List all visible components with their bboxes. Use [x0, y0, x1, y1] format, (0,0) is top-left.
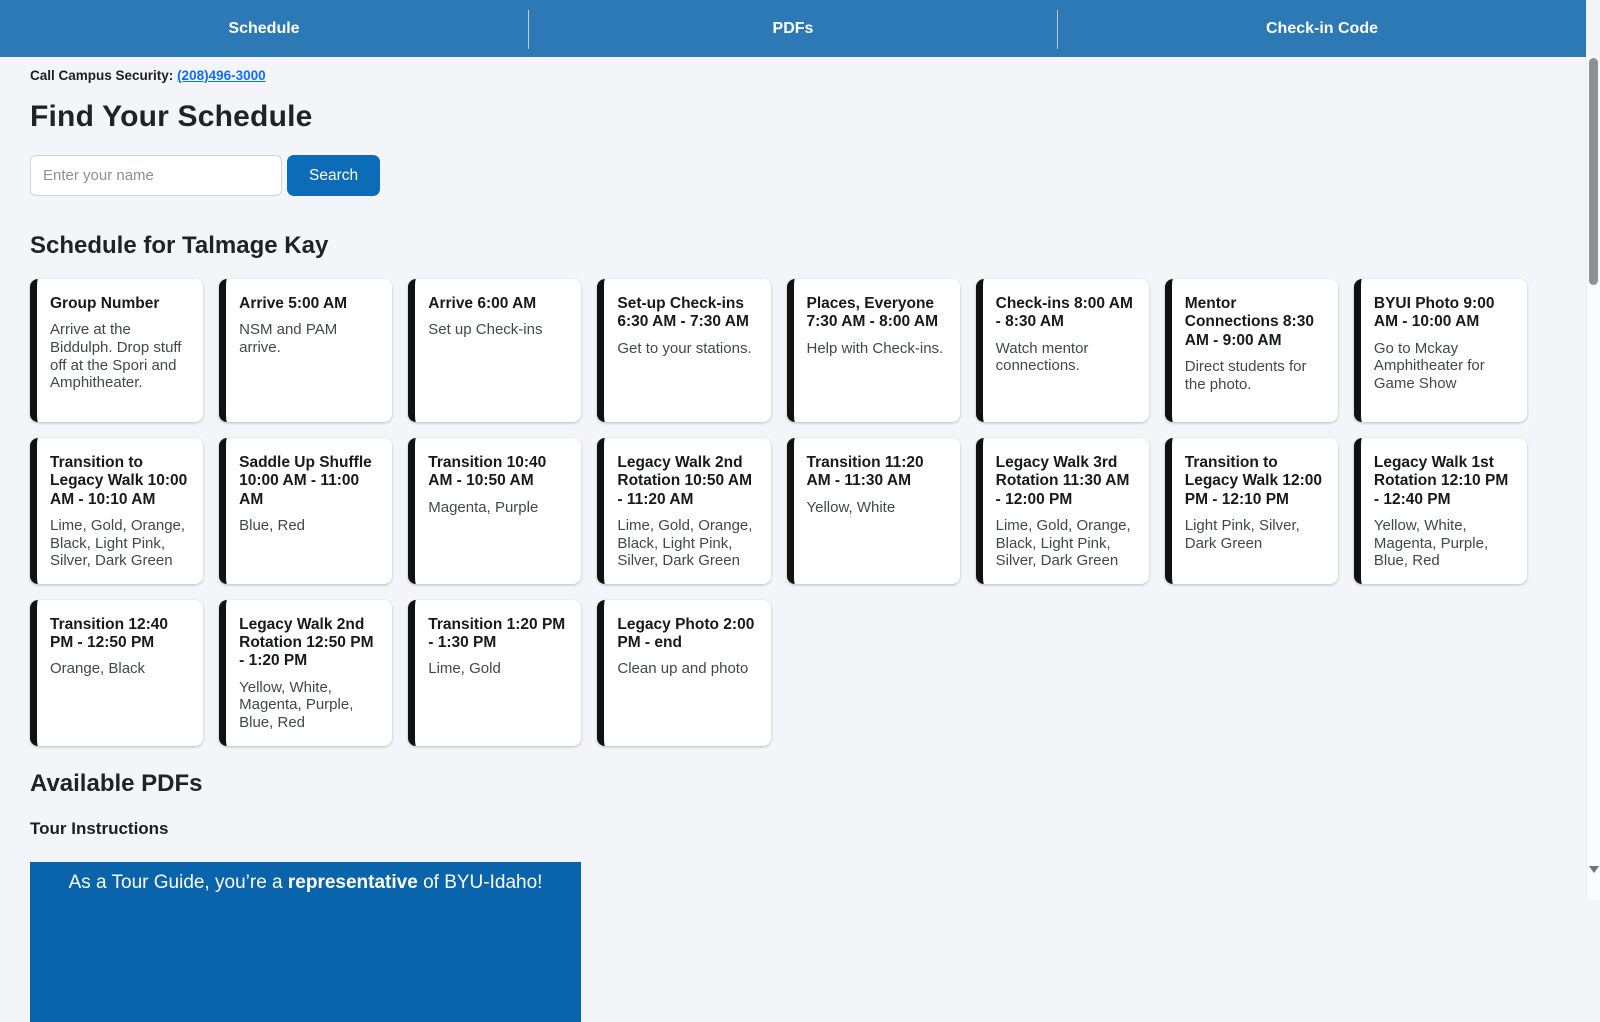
schedule-card-title: Transition 1:20 PM - 1:30 PM — [428, 615, 566, 652]
schedule-card-description: Watch mentor connections. — [995, 339, 1089, 375]
schedule-card-description: Yellow, White, Magenta, Purple, Blue, Re… — [239, 678, 354, 732]
page-title: Find Your Schedule — [30, 100, 313, 133]
schedule-card-title: Transition 12:40 PM - 12:50 PM — [50, 615, 169, 652]
schedule-card: Saddle Up Shuffle 10:00 AM - 11:00 AM Bl… — [219, 438, 393, 584]
schedule-card: Transition 10:40 AM - 10:50 AM Magenta, … — [408, 438, 582, 584]
schedule-card-title: Legacy Walk 1st Rotation 12:10 PM - 12:4… — [1373, 454, 1509, 508]
schedule-card-description: Lime, Gold, Orange, Black, Light Pink, S… — [617, 516, 753, 570]
schedule-card-description: Light Pink, Silver, Dark Green — [1184, 516, 1300, 552]
schedule-card-description: Set up Check-ins — [428, 321, 543, 339]
top-nav: Schedule PDFs Check-in Code — [0, 0, 1586, 57]
search-row: Search — [30, 155, 1570, 196]
schedule-card-description: Clean up and photo — [617, 660, 749, 678]
banner-text-prefix: As a Tour Guide, you’re a — [68, 871, 288, 893]
schedule-card-title: Transition to Legacy Walk 10:00 AM - 10:… — [50, 454, 188, 508]
schedule-card-title: Legacy Photo 2:00 PM - end — [617, 615, 755, 652]
schedule-card: Arrive 5:00 AM NSM and PAM arrive. — [219, 279, 393, 422]
search-input[interactable] — [30, 155, 282, 196]
tab-pdfs[interactable]: PDFs — [772, 19, 814, 37]
schedule-card: Transition 1:20 PM - 1:30 PM Lime, Gold — [408, 599, 582, 746]
schedule-card-title: Saddle Up Shuffle 10:00 AM - 11:00 AM — [239, 454, 372, 508]
campus-security-line: Call Campus Security: (208)496-3000 — [30, 57, 1570, 83]
search-button[interactable]: Search — [287, 155, 381, 196]
schedule-card: Mentor Connections 8:30 AM - 9:00 AM Dir… — [1164, 279, 1338, 422]
banner-text-suffix: of BYU-Idaho! — [417, 871, 543, 893]
schedule-card: Transition 12:40 PM - 12:50 PM Orange, B… — [30, 599, 204, 746]
schedule-card-title: Legacy Walk 2nd Rotation 12:50 PM - 1:20… — [239, 615, 374, 670]
schedule-card-description: Arrive at the Biddulph. Drop stuff off a… — [50, 321, 182, 392]
scrollbar-down-button[interactable] — [1587, 862, 1600, 876]
schedule-card: Legacy Walk 2nd Rotation 12:50 PM - 1:20… — [219, 599, 393, 746]
schedule-card-description: Orange, Black — [50, 660, 146, 678]
schedule-card: Transition to Legacy Walk 10:00 AM - 10:… — [30, 438, 204, 584]
schedule-heading: Schedule for Talmage Kay — [30, 232, 329, 259]
chevron-down-icon — [1589, 865, 1599, 873]
scrollbar-thumb[interactable] — [1589, 58, 1598, 285]
schedule-card-title: Check-ins 8:00 AM - 8:30 AM — [995, 295, 1133, 331]
schedule-card-description: Lime, Gold, Orange, Black, Light Pink, S… — [995, 516, 1131, 570]
tour-instructions-pdf-banner: As a Tour Guide, you’re a representative… — [30, 861, 581, 1022]
schedule-card-title: Arrive 6:00 AM — [428, 295, 537, 312]
schedule-card: Set-up Check-ins 6:30 AM - 7:30 AM Get t… — [597, 279, 771, 422]
tab-check-in-code[interactable]: Check-in Code — [1265, 19, 1378, 37]
schedule-grid: Group Number Arrive at the Biddulph. Dro… — [30, 279, 1527, 746]
schedule-card-title: BYUI Photo 9:00 AM - 10:00 AM — [1373, 295, 1495, 331]
schedule-card: Places, Everyone 7:30 AM - 8:00 AM Help … — [786, 279, 960, 422]
schedule-card: Legacy Walk 2nd Rotation 10:50 AM - 11:2… — [597, 438, 771, 584]
schedule-card-description: Go to Mckay Amphitheater for Game Show — [1373, 339, 1485, 392]
schedule-card: Legacy Walk 3rd Rotation 11:30 AM - 12:0… — [975, 438, 1149, 584]
vertical-scrollbar[interactable] — [1586, 57, 1600, 900]
tour-instructions-heading: Tour Instructions — [30, 818, 169, 838]
schedule-card-title: Group Number — [50, 295, 160, 312]
schedule-card-description: Blue, Red — [239, 516, 305, 534]
schedule-card-title: Legacy Walk 2nd Rotation 10:50 AM - 11:2… — [617, 454, 753, 508]
schedule-card: Check-ins 8:00 AM - 8:30 AM Watch mentor… — [975, 279, 1149, 422]
schedule-card-title: Transition 11:20 AM - 11:30 AM — [806, 454, 924, 490]
banner-text-highlight: representative — [287, 871, 418, 893]
nav-divider — [1057, 10, 1058, 49]
schedule-card: Arrive 6:00 AM Set up Check-ins — [408, 279, 582, 422]
schedule-card: Group Number Arrive at the Biddulph. Dro… — [30, 279, 204, 422]
schedule-card-description: Get to your stations. — [617, 339, 752, 357]
schedule-card-title: Transition to Legacy Walk 12:00 PM - 12:… — [1184, 454, 1323, 508]
schedule-card: BYUI Photo 9:00 AM - 10:00 AM Go to Mcka… — [1353, 279, 1527, 422]
schedule-card: Legacy Walk 1st Rotation 12:10 PM - 12:4… — [1353, 438, 1527, 584]
tab-schedule[interactable]: Schedule — [228, 19, 300, 37]
schedule-card-description: NSM and PAM arrive. — [239, 321, 338, 356]
schedule-card: Legacy Photo 2:00 PM - end Clean up and … — [597, 599, 771, 746]
schedule-card: Transition 11:20 AM - 11:30 AM Yellow, W… — [786, 438, 960, 584]
schedule-card: Transition to Legacy Walk 12:00 PM - 12:… — [1164, 438, 1338, 584]
main-content: Call Campus Security: (208)496-3000 Find… — [0, 57, 1600, 1022]
schedule-card-description: Direct students for the photo. — [1184, 357, 1307, 393]
available-pdfs-heading: Available PDFs — [30, 769, 203, 797]
campus-security-label: Call Campus Security: — [30, 68, 174, 83]
nav-divider — [528, 10, 529, 49]
schedule-card-title: Set-up Check-ins 6:30 AM - 7:30 AM — [617, 295, 749, 331]
schedule-card-description: Yellow, White, Magenta, Purple, Blue, Re… — [1373, 516, 1489, 570]
schedule-card-description: Lime, Gold — [428, 660, 501, 678]
schedule-card-description: Yellow, White — [806, 498, 896, 516]
schedule-card-description: Help with Check-ins. — [806, 339, 944, 357]
campus-security-phone-link[interactable]: (208)496-3000 — [177, 68, 266, 83]
schedule-card-title: Legacy Walk 3rd Rotation 11:30 AM - 12:0… — [995, 454, 1130, 508]
schedule-card-title: Places, Everyone 7:30 AM - 8:00 AM — [806, 295, 939, 331]
schedule-card-title: Arrive 5:00 AM — [239, 295, 348, 312]
schedule-card-description: Magenta, Purple — [428, 498, 539, 516]
schedule-card-description: Lime, Gold, Orange, Black, Light Pink, S… — [50, 516, 186, 570]
schedule-card-title: Transition 10:40 AM - 10:50 AM — [428, 454, 547, 490]
schedule-card-title: Mentor Connections 8:30 AM - 9:00 AM — [1184, 295, 1314, 349]
